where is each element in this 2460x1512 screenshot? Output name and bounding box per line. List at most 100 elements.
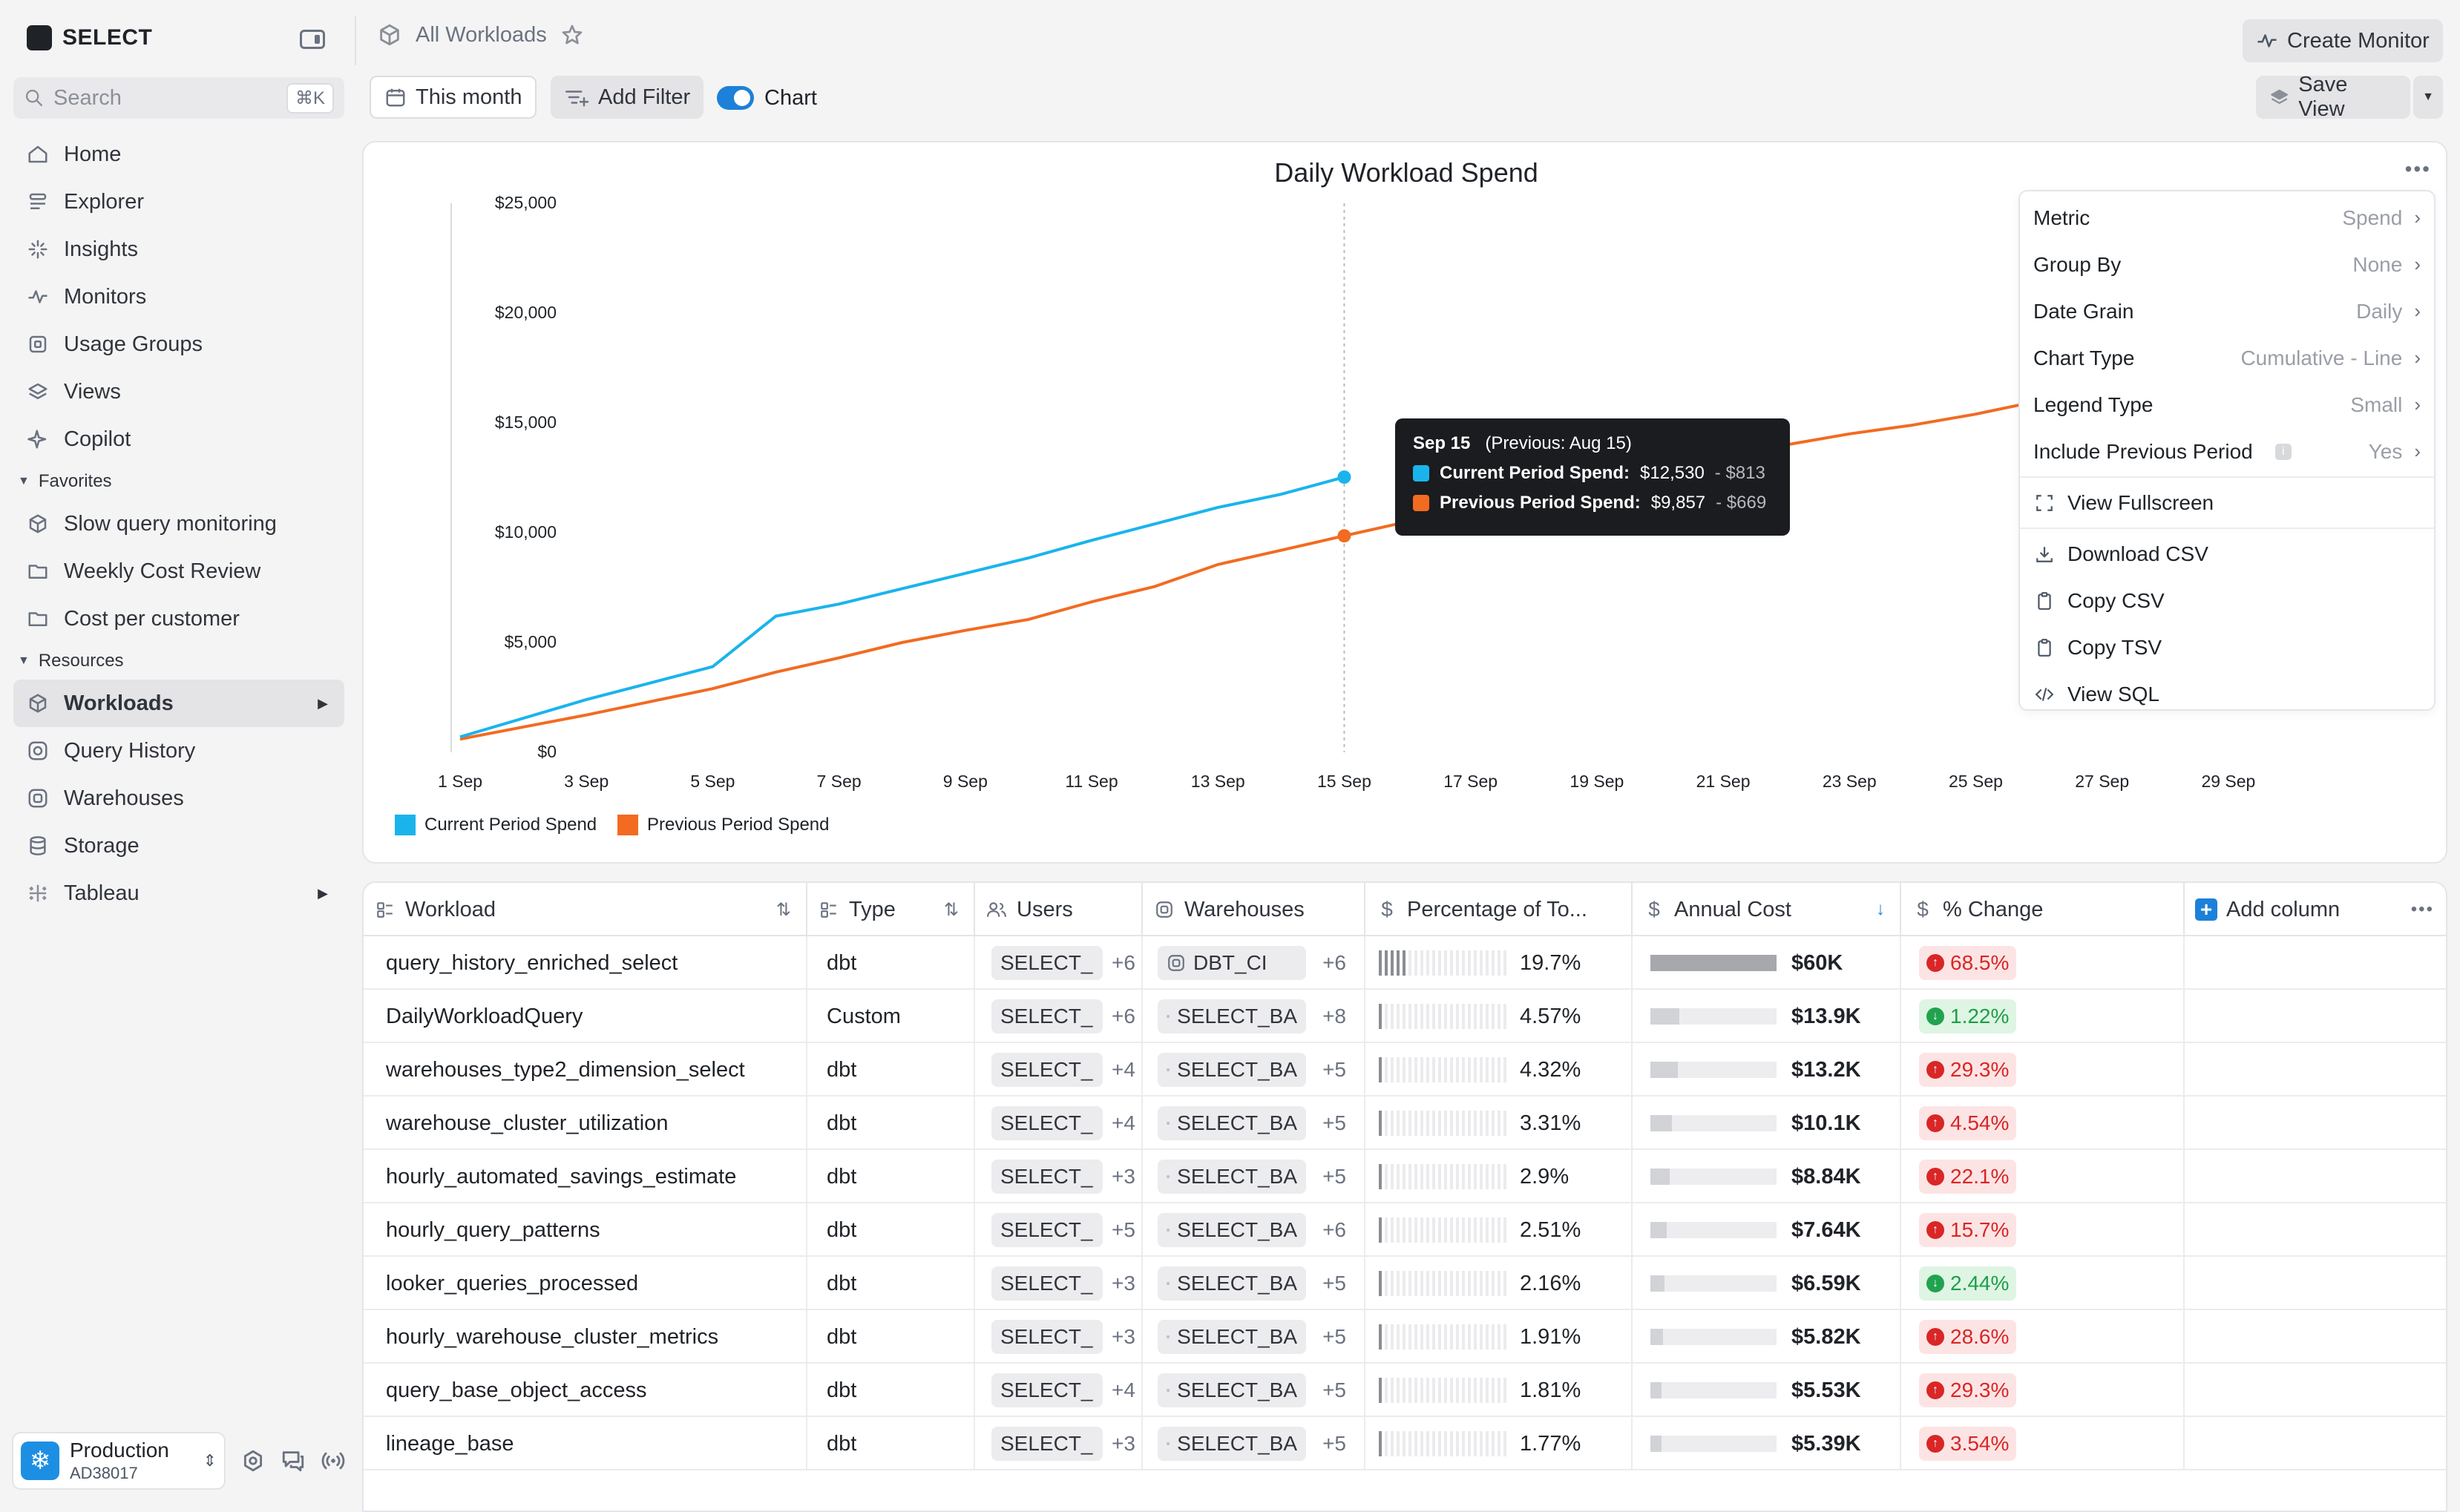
more-warehouses-count[interactable]: +5: [1322, 1111, 1346, 1134]
user-chip[interactable]: SELECT_: [991, 1106, 1103, 1140]
star-icon[interactable]: [560, 23, 584, 47]
user-chip[interactable]: SELECT_: [991, 1427, 1103, 1461]
menu-item-view-sql[interactable]: View SQL: [2020, 671, 2434, 717]
more-warehouses-count[interactable]: +8: [1322, 1005, 1346, 1028]
menu-item-include-previous[interactable]: Include Previous Period i Yes ›: [2020, 428, 2434, 475]
column-header-users[interactable]: Users: [975, 883, 1143, 936]
warehouse-chip[interactable]: SELECT_BA: [1158, 1320, 1306, 1354]
resources-header[interactable]: ▼ Resources: [13, 642, 344, 680]
more-options-icon[interactable]: •••: [2404, 157, 2431, 180]
warehouse-chip[interactable]: SELECT_BA: [1158, 1373, 1306, 1407]
favorite-item[interactable]: Cost per customer: [13, 595, 344, 642]
menu-item-date-grain[interactable]: Date Grain Daily ›: [2020, 288, 2434, 335]
menu-item-download-csv[interactable]: Download CSV: [2020, 530, 2434, 577]
user-chip[interactable]: SELECT_: [991, 1373, 1103, 1407]
add-filter-button[interactable]: Add Filter: [551, 76, 704, 119]
more-users-count[interactable]: +6: [1112, 951, 1135, 974]
workload-name[interactable]: query_base_object_access: [386, 1378, 647, 1402]
nav-item-home[interactable]: Home: [13, 131, 344, 178]
caret-right-icon[interactable]: ▶: [318, 885, 328, 901]
table-row[interactable]: query_history_enriched_select dbt SELECT_ +…: [364, 936, 2446, 990]
search-input[interactable]: Search ⌘K: [13, 77, 344, 119]
column-header-workload[interactable]: Workload ⇅: [364, 883, 807, 936]
warehouse-chip[interactable]: SELECT_BA: [1158, 1266, 1306, 1301]
menu-item-chart-type[interactable]: Chart Type Cumulative - Line ›: [2020, 335, 2434, 381]
table-row[interactable]: hourly_automated_savings_estimate dbt SELE…: [364, 1150, 2446, 1203]
more-users-count[interactable]: +4: [1112, 1058, 1135, 1081]
warehouse-chip[interactable]: SELECT_BA: [1158, 999, 1306, 1033]
series-line[interactable]: [459, 476, 1345, 739]
resource-item-warehouses[interactable]: Warehouses: [13, 775, 344, 822]
chart-toggle[interactable]: [717, 86, 754, 110]
more-warehouses-count[interactable]: +5: [1322, 1165, 1346, 1188]
more-users-count[interactable]: +3: [1112, 1165, 1135, 1188]
more-warehouses-count[interactable]: +5: [1322, 1325, 1346, 1348]
nav-item-insights[interactable]: Insights: [13, 226, 344, 273]
warehouse-chip[interactable]: SELECT_BA: [1158, 1213, 1306, 1247]
warehouse-chip[interactable]: SELECT_BA: [1158, 1053, 1306, 1087]
user-chip[interactable]: SELECT_: [991, 1266, 1103, 1301]
workload-name[interactable]: DailyWorkloadQuery: [386, 1004, 583, 1028]
line-chart[interactable]: [364, 142, 2449, 865]
table-row[interactable]: warehouse_cluster_utilization dbt SELECT_ +…: [364, 1097, 2446, 1150]
column-header-change[interactable]: $ % Change: [1901, 883, 2185, 936]
nav-item-copilot[interactable]: Copilot: [13, 415, 344, 463]
menu-item-metric[interactable]: Metric Spend ›: [2020, 194, 2434, 241]
user-chip[interactable]: SELECT_: [991, 1160, 1103, 1194]
column-header-type[interactable]: Type ⇅: [807, 883, 975, 936]
nav-item-explorer[interactable]: Explorer: [13, 178, 344, 226]
more-warehouses-count[interactable]: +5: [1322, 1378, 1346, 1401]
sidebar-toggle-icon[interactable]: [300, 30, 325, 49]
workload-name[interactable]: lineage_base: [386, 1431, 514, 1456]
table-row[interactable]: hourly_query_patterns dbt SELECT_ +5 SELECT_…: [364, 1203, 2446, 1257]
favorite-item[interactable]: Weekly Cost Review: [13, 548, 344, 595]
more-options-icon[interactable]: •••: [2410, 899, 2434, 919]
table-row[interactable]: lineage_base dbt SELECT_ +3 SELECT_BA +5 1.77%…: [364, 1417, 2446, 1470]
sort-desc-icon[interactable]: ↓: [1876, 899, 1885, 919]
save-view-button[interactable]: Save View: [2256, 73, 2410, 121]
sort-icon[interactable]: ⇅: [775, 899, 791, 920]
date-range-button[interactable]: This month: [370, 76, 537, 119]
more-warehouses-count[interactable]: +6: [1322, 951, 1346, 974]
column-header-annual-cost[interactable]: $ Annual Cost ↓: [1633, 883, 1901, 936]
settings-icon[interactable]: [240, 1448, 266, 1473]
menu-item-legend-type[interactable]: Legend Type Small ›: [2020, 381, 2434, 428]
more-warehouses-count[interactable]: +5: [1322, 1058, 1346, 1081]
menu-item-group-by[interactable]: Group By None ›: [2020, 241, 2434, 288]
more-users-count[interactable]: +3: [1112, 1325, 1135, 1348]
chat-icon[interactable]: [281, 1448, 306, 1473]
workload-name[interactable]: hourly_query_patterns: [386, 1217, 600, 1242]
more-users-count[interactable]: +4: [1112, 1111, 1135, 1134]
add-column-button[interactable]: + Add column •••: [2185, 883, 2446, 936]
more-users-count[interactable]: +3: [1112, 1432, 1135, 1455]
workload-name[interactable]: looker_queries_processed: [386, 1271, 639, 1295]
warehouse-chip[interactable]: SELECT_BA: [1158, 1427, 1306, 1461]
menu-item-copy-csv[interactable]: Copy CSV: [2020, 577, 2434, 624]
menu-item-fullscreen[interactable]: View Fullscreen: [2020, 479, 2434, 526]
resource-item-workloads[interactable]: Workloads ▶: [13, 680, 344, 727]
create-monitor-button[interactable]: Create Monitor: [2243, 19, 2443, 62]
workload-name[interactable]: hourly_warehouse_cluster_metrics: [386, 1324, 719, 1349]
more-users-count[interactable]: +3: [1112, 1272, 1135, 1295]
broadcast-icon[interactable]: [321, 1448, 346, 1473]
table-row[interactable]: DailyWorkloadQuery Custom SELECT_ +6 SELECT_…: [364, 990, 2446, 1043]
workload-name[interactable]: warehouse_cluster_utilization: [386, 1111, 669, 1135]
table-row[interactable]: looker_queries_processed dbt SELECT_ +3 SELE…: [364, 1257, 2446, 1310]
column-header-percentage[interactable]: $ Percentage of To...: [1365, 883, 1633, 936]
user-chip[interactable]: SELECT_: [991, 1320, 1103, 1354]
user-chip[interactable]: SELECT_: [991, 1053, 1103, 1087]
series-line[interactable]: [459, 399, 2039, 741]
more-warehouses-count[interactable]: +6: [1322, 1218, 1346, 1241]
nav-item-monitors[interactable]: Monitors: [13, 273, 344, 321]
caret-right-icon[interactable]: ▶: [318, 695, 328, 711]
save-view-dropdown[interactable]: ▼: [2413, 76, 2443, 119]
table-row[interactable]: query_base_object_access dbt SELECT_ +4 SELE…: [364, 1364, 2446, 1417]
resource-item-tableau[interactable]: Tableau ▶: [13, 870, 344, 917]
warehouse-chip[interactable]: DBT_CI: [1158, 946, 1306, 980]
nav-item-usage-groups[interactable]: Usage Groups: [13, 321, 344, 368]
favorite-item[interactable]: Slow query monitoring: [13, 500, 344, 548]
nav-item-views[interactable]: Views: [13, 368, 344, 415]
resource-item-storage[interactable]: Storage: [13, 822, 344, 870]
resource-item-query-history[interactable]: Query History: [13, 727, 344, 775]
workload-name[interactable]: query_history_enriched_select: [386, 950, 678, 975]
